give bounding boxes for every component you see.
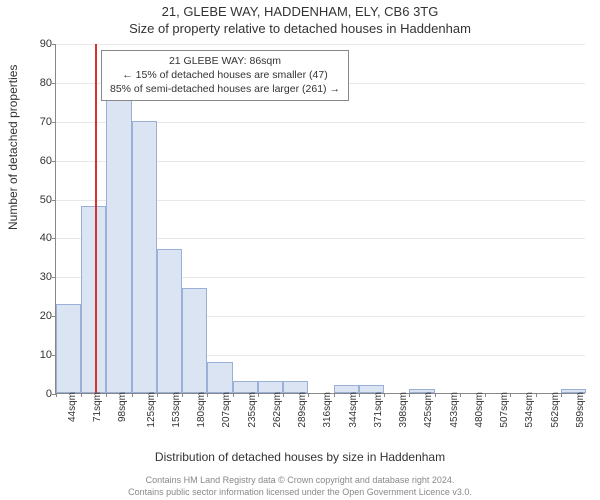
- x-tick-label: 44sqm: [67, 392, 78, 422]
- histogram-bar: [207, 362, 232, 393]
- x-tick-mark: [536, 393, 537, 397]
- x-tick-label: 180sqm: [196, 392, 207, 428]
- x-tick-mark: [561, 393, 562, 397]
- y-tick-mark: [52, 161, 56, 162]
- title-address: 21, GLEBE WAY, HADDENHAM, ELY, CB6 3TG: [0, 4, 600, 19]
- y-tick-mark: [52, 277, 56, 278]
- y-tick-label: 40: [26, 232, 52, 244]
- histogram-bar: [157, 249, 182, 393]
- gridline: [56, 44, 585, 45]
- x-tick-label: 453sqm: [448, 392, 459, 428]
- x-tick-mark: [308, 393, 309, 397]
- x-tick-mark: [258, 393, 259, 397]
- x-tick-mark: [56, 393, 57, 397]
- x-tick-mark: [283, 393, 284, 397]
- annotation-box: 21 GLEBE WAY: 86sqm ← 15% of detached ho…: [101, 50, 349, 101]
- x-tick-mark: [435, 393, 436, 397]
- x-tick-label: 425sqm: [423, 392, 434, 428]
- x-tick-label: 98sqm: [117, 392, 128, 422]
- y-tick-label: 70: [26, 116, 52, 128]
- histogram-bar: [81, 206, 106, 393]
- y-tick-label: 30: [26, 271, 52, 283]
- x-tick-label: 289sqm: [297, 392, 308, 428]
- marker-line: [95, 44, 97, 393]
- x-tick-label: 153sqm: [171, 392, 182, 428]
- y-tick-label: 0: [26, 388, 52, 400]
- x-tick-label: 207sqm: [221, 392, 232, 428]
- x-tick-label: 371sqm: [373, 392, 384, 428]
- x-tick-label: 125sqm: [145, 392, 156, 428]
- x-tick-mark: [207, 393, 208, 397]
- histogram-bar: [106, 94, 131, 393]
- footer-copyright: Contains HM Land Registry data © Crown c…: [0, 475, 600, 485]
- y-tick-mark: [52, 122, 56, 123]
- x-tick-mark: [384, 393, 385, 397]
- x-tick-label: 562sqm: [549, 392, 560, 428]
- y-tick-label: 20: [26, 310, 52, 322]
- x-tick-label: 534sqm: [524, 392, 535, 428]
- x-tick-mark: [81, 393, 82, 397]
- footer-licence: Contains public sector information licen…: [0, 487, 600, 497]
- x-tick-mark: [510, 393, 511, 397]
- annotation-line1: 21 GLEBE WAY: 86sqm: [110, 54, 340, 68]
- x-axis-label: Distribution of detached houses by size …: [0, 450, 600, 464]
- x-tick-label: 480sqm: [474, 392, 485, 428]
- x-tick-mark: [157, 393, 158, 397]
- y-axis-label: Number of detached properties: [6, 65, 20, 230]
- x-tick-mark: [485, 393, 486, 397]
- y-tick-mark: [52, 200, 56, 201]
- x-tick-label: 235sqm: [246, 392, 257, 428]
- x-tick-label: 507sqm: [499, 392, 510, 428]
- x-tick-mark: [334, 393, 335, 397]
- y-tick-label: 90: [26, 38, 52, 50]
- y-tick-label: 80: [26, 77, 52, 89]
- x-tick-label: 316sqm: [322, 392, 333, 428]
- x-tick-mark: [233, 393, 234, 397]
- y-tick-mark: [52, 44, 56, 45]
- y-tick-mark: [52, 238, 56, 239]
- annotation-line3: 85% of semi-detached houses are larger (…: [110, 82, 340, 96]
- y-tick-label: 60: [26, 155, 52, 167]
- annotation-line2: ← 15% of detached houses are smaller (47…: [110, 68, 340, 82]
- y-tick-label: 10: [26, 349, 52, 361]
- x-tick-label: 262sqm: [272, 392, 283, 428]
- histogram-bar: [56, 304, 81, 393]
- x-tick-mark: [132, 393, 133, 397]
- histogram-bar: [182, 288, 207, 393]
- x-tick-label: 398sqm: [398, 392, 409, 428]
- plot-area: 010203040506070809044sqm71sqm98sqm125sqm…: [55, 44, 585, 394]
- x-tick-mark: [106, 393, 107, 397]
- chart-container: 21, GLEBE WAY, HADDENHAM, ELY, CB6 3TG S…: [0, 0, 600, 500]
- y-tick-label: 50: [26, 194, 52, 206]
- y-tick-mark: [52, 83, 56, 84]
- x-tick-label: 71sqm: [92, 392, 103, 422]
- histogram-bar: [132, 121, 157, 393]
- x-tick-label: 589sqm: [575, 392, 586, 428]
- x-tick-mark: [182, 393, 183, 397]
- title-subtitle: Size of property relative to detached ho…: [0, 21, 600, 36]
- x-tick-label: 344sqm: [347, 392, 358, 428]
- x-tick-mark: [409, 393, 410, 397]
- x-tick-mark: [359, 393, 360, 397]
- x-tick-mark: [460, 393, 461, 397]
